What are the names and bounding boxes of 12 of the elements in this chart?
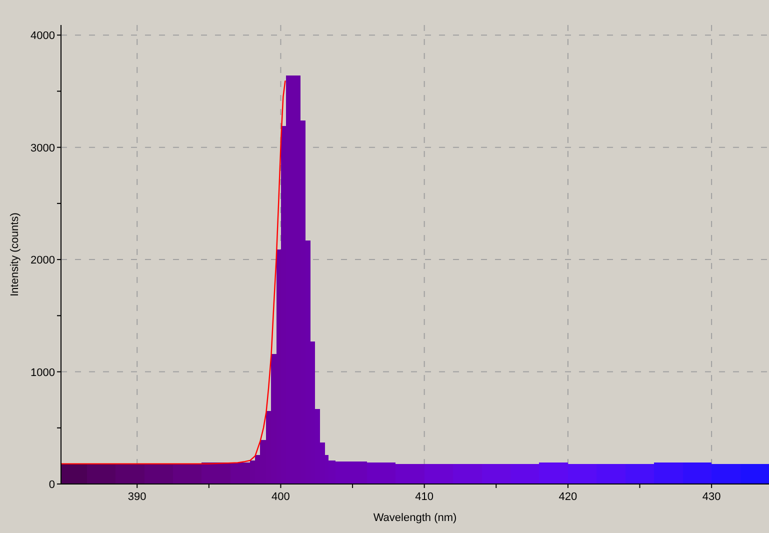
y-tick-label: 3000: [30, 142, 55, 154]
y-tick-label: 4000: [30, 30, 55, 42]
x-tick-label: 400: [272, 491, 290, 503]
x-tick-label: 430: [702, 491, 721, 503]
y-tick-label: 0: [48, 479, 55, 491]
y-axis-title: Intensity (counts): [9, 212, 21, 296]
x-tick-label: 420: [558, 491, 578, 503]
x-axis-title: Wavelength (nm): [373, 512, 457, 524]
y-tick-label: 1000: [30, 366, 55, 379]
x-tick-label: 390: [128, 491, 146, 503]
x-tick-label: 410: [415, 491, 434, 503]
y-tick-label: 2000: [30, 254, 55, 267]
